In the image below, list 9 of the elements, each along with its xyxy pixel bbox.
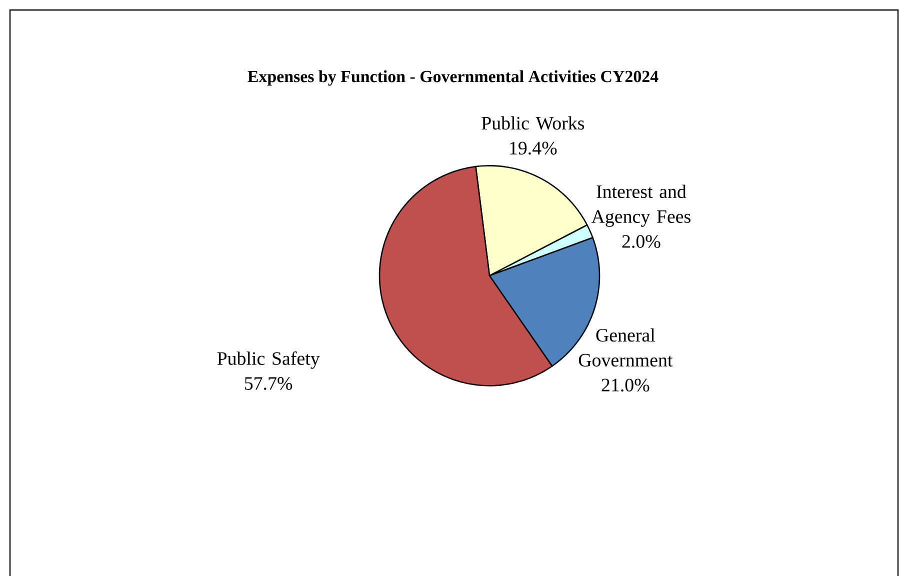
data-label: 21.0%	[602, 378, 650, 392]
slice-label: Public Safety	[217, 351, 320, 369]
data-label: 57.7%	[244, 377, 292, 390]
data-label: 19.4%	[510, 142, 557, 155]
chart-title: Expenses by Function - Governmental Activities CY2024	[248, 70, 658, 86]
slice-label: Interest and Agency Fees	[591, 184, 690, 227]
data-label: 2.0%	[622, 235, 660, 248]
slice-label: Public Works	[482, 116, 584, 130]
slice-label: General Government	[578, 328, 673, 367]
